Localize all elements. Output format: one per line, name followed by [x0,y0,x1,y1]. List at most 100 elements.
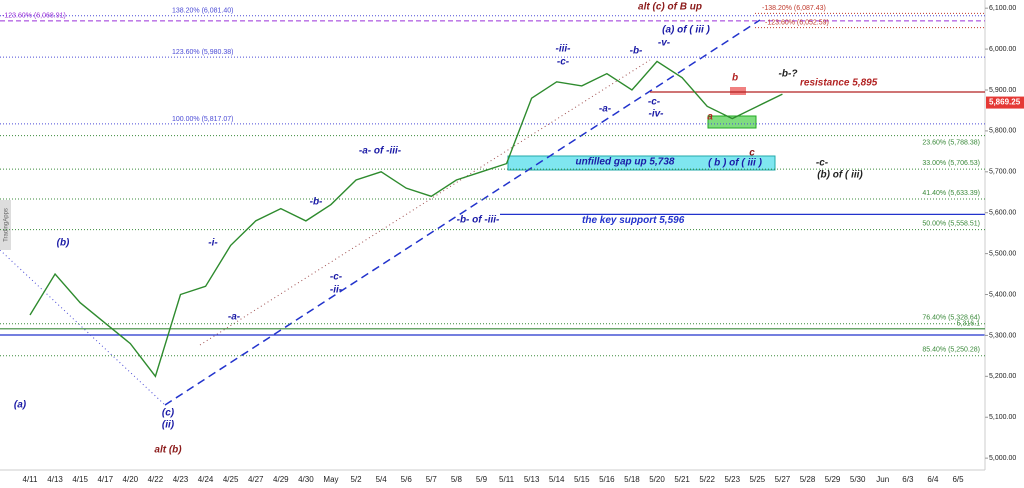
y-tick-label: 5,300.00 [989,332,1016,339]
level-label: -123.60% (6,052.59) [765,19,829,26]
x-tick-label: 5/21 [674,475,690,484]
wave-label: -b- of -iii- [457,215,500,226]
x-tick-label: 5/28 [800,475,816,484]
wave-label: -a- of -iii- [359,146,402,157]
watermark-box [0,200,11,250]
x-tick-label: 6/5 [952,475,964,484]
wave-label: alt (b) [154,445,182,456]
x-tick-label: 4/25 [223,475,239,484]
zone-a [707,115,757,129]
y-tick-label: 5,200.00 [989,373,1016,380]
x-tick-label: 4/20 [123,475,139,484]
wave-label: (a) of ( iii ) [662,25,710,36]
wave-label: (b) [57,238,70,249]
wave-label: -v- [658,38,671,49]
y-tick-label: 5,500.00 [989,250,1016,257]
level-label: 123.60% (5,980.38) [172,49,234,56]
x-tick-label: 5/22 [699,475,715,484]
wave-label: ( b ) of ( iii ) [708,158,763,169]
x-tick-label: 5/20 [649,475,665,484]
trend-line [164,19,761,406]
x-tick-label: 4/23 [173,475,189,484]
gap-zone [507,155,776,171]
wave-label: c [749,148,755,159]
wave-label: b [732,73,738,84]
wave-label: -iii- [556,44,572,55]
x-tick-label: 5/25 [750,475,766,484]
y-tick-label: 5,900.00 [989,87,1016,94]
x-tick-label: 5/2 [350,475,362,484]
wave-label: a [707,112,713,123]
level-label: 33.00% (5,706.53) [922,160,980,167]
wave-label: -i- [208,238,218,249]
x-tick-label: 5/16 [599,475,615,484]
wave-label: unfilled gap up 5,738 [576,157,675,168]
x-tick-label: 5/11 [499,475,515,484]
watermark: TradingApps [4,208,10,242]
x-tick-label: 5/30 [850,475,866,484]
x-tick-label: 5/23 [724,475,740,484]
level-label: resistance 5,895 [800,78,878,89]
level-label: 41.40% (5,633.39) [922,190,980,197]
wave-label: -c- [816,158,829,169]
y-tick-label: 6,000.00 [989,46,1016,53]
wave-label: (ii) [162,420,175,431]
x-tick-label: 4/17 [97,475,113,484]
level-label: 100.00% (5,817.07) [172,116,234,123]
wave-label: (b) of ( iii) [817,170,863,181]
x-tick-label: 5/13 [524,475,540,484]
x-tick-label: 4/13 [47,475,63,484]
x-tick-label: 5/29 [825,475,841,484]
level-label: 23.60% (5,788.38) [922,139,980,146]
price-line [29,60,783,378]
wave-label: -b- [310,197,323,208]
y-tick-label: 5,100.00 [989,414,1016,421]
x-tick-label: 4/24 [198,475,214,484]
y-tick-label: 5,400.00 [989,291,1016,298]
y-tick-label: 5,000.00 [989,455,1016,462]
x-tick-label: 5/4 [376,475,388,484]
x-tick-label: 4/22 [148,475,164,484]
wave-label: -a- [599,104,612,115]
x-tick-label: May [323,475,338,484]
zone-b [730,87,746,95]
x-tick-label: 5/8 [451,475,463,484]
level-label: 76.40% (5,328.64) [922,315,980,322]
level-label: 138.20% (6,081.40) [172,8,234,15]
x-tick-label: 5/15 [574,475,590,484]
x-tick-label: 4/29 [273,475,289,484]
wave-label: alt (c) of B up [638,2,702,13]
x-tick-label: 5/18 [624,475,640,484]
wave-label: -a- [228,312,241,323]
x-tick-label: 4/30 [298,475,314,484]
x-tick-label: 5/7 [426,475,438,484]
x-tick-label: 4/11 [23,475,39,484]
wave-label: -b-? [779,69,798,80]
level-label: 5,316.1 [957,321,980,328]
wave-label: (a) [14,400,27,411]
level-label: -123.60% (6,068.91) [2,13,66,20]
wave-line [0,249,166,406]
wave-label: -ii- [330,285,343,296]
wave-label: (c) [162,408,175,419]
channel-line [199,59,651,346]
x-tick-label: Jun [876,475,889,484]
last-price-badge [986,96,1024,109]
level-label: the key support 5,596 [582,215,685,226]
y-tick-label: 6,100.00 [989,5,1016,12]
x-tick-label: 5/14 [549,475,565,484]
level-label: -138.20% (6,087.43) [762,5,826,12]
wave-label: -b- [630,46,643,57]
wave-label: -iv- [649,109,665,120]
y-tick-label: 5,800.00 [989,128,1016,135]
y-tick-label: 5,600.00 [989,210,1016,217]
x-tick-label: 5/27 [775,475,791,484]
x-tick-label: 6/3 [902,475,914,484]
wave-label: -c- [330,272,343,283]
x-tick-label: 4/15 [72,475,88,484]
y-tick-label: 5,700.00 [989,169,1016,176]
wave-label: -c- [557,57,570,68]
level-label: 85.40% (5,250.28) [922,347,980,354]
